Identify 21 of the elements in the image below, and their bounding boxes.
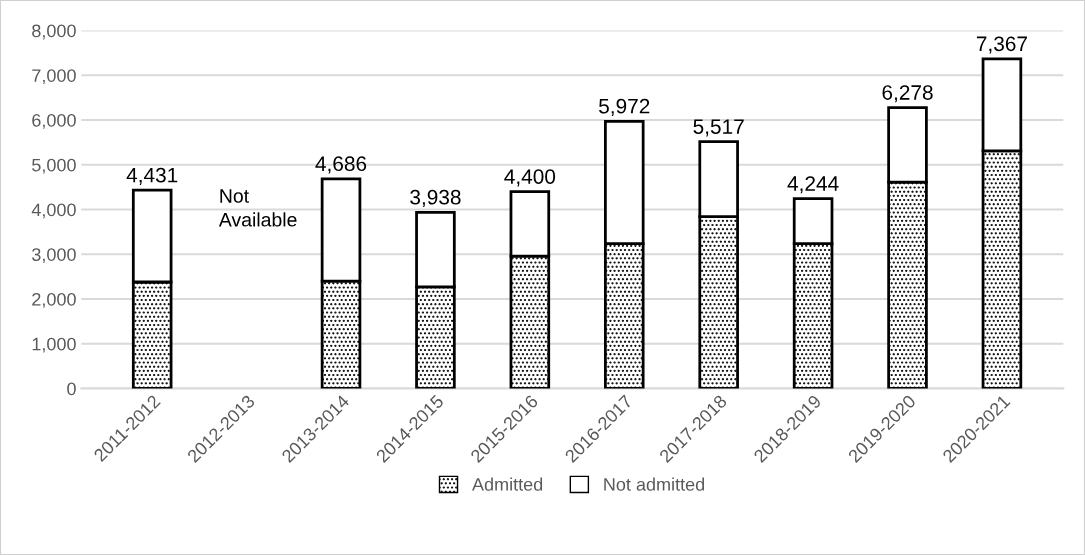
y-tick-label: 3,000 <box>32 248 76 264</box>
total-label: 6,278 <box>882 85 933 103</box>
y-tick-label: 2,000 <box>32 292 76 308</box>
y-tick-label: 5,000 <box>32 158 76 174</box>
legend-label: Not admitted <box>604 477 705 491</box>
y-tick-label: 6,000 <box>32 113 76 129</box>
total-label: 5,517 <box>693 119 744 137</box>
total-label: 4,400 <box>504 169 556 187</box>
annotation: Not Available <box>218 189 297 227</box>
total-label: 4,244 <box>787 176 839 194</box>
total-label: 7,367 <box>976 36 1027 54</box>
y-tick-label: 1,000 <box>32 337 76 353</box>
total-label: 3,938 <box>410 189 461 208</box>
total-label: 4,431 <box>126 167 178 185</box>
y-tick-label: 4,000 <box>31 203 76 219</box>
y-tick-label: 0 <box>67 382 76 396</box>
y-tick-label: 7,000 <box>32 69 76 85</box>
total-label: 5,972 <box>599 98 650 117</box>
y-tick-label: 8,000 <box>32 24 76 40</box>
legend-label: Admitted <box>472 477 543 491</box>
total-label: 4,686 <box>315 156 367 174</box>
